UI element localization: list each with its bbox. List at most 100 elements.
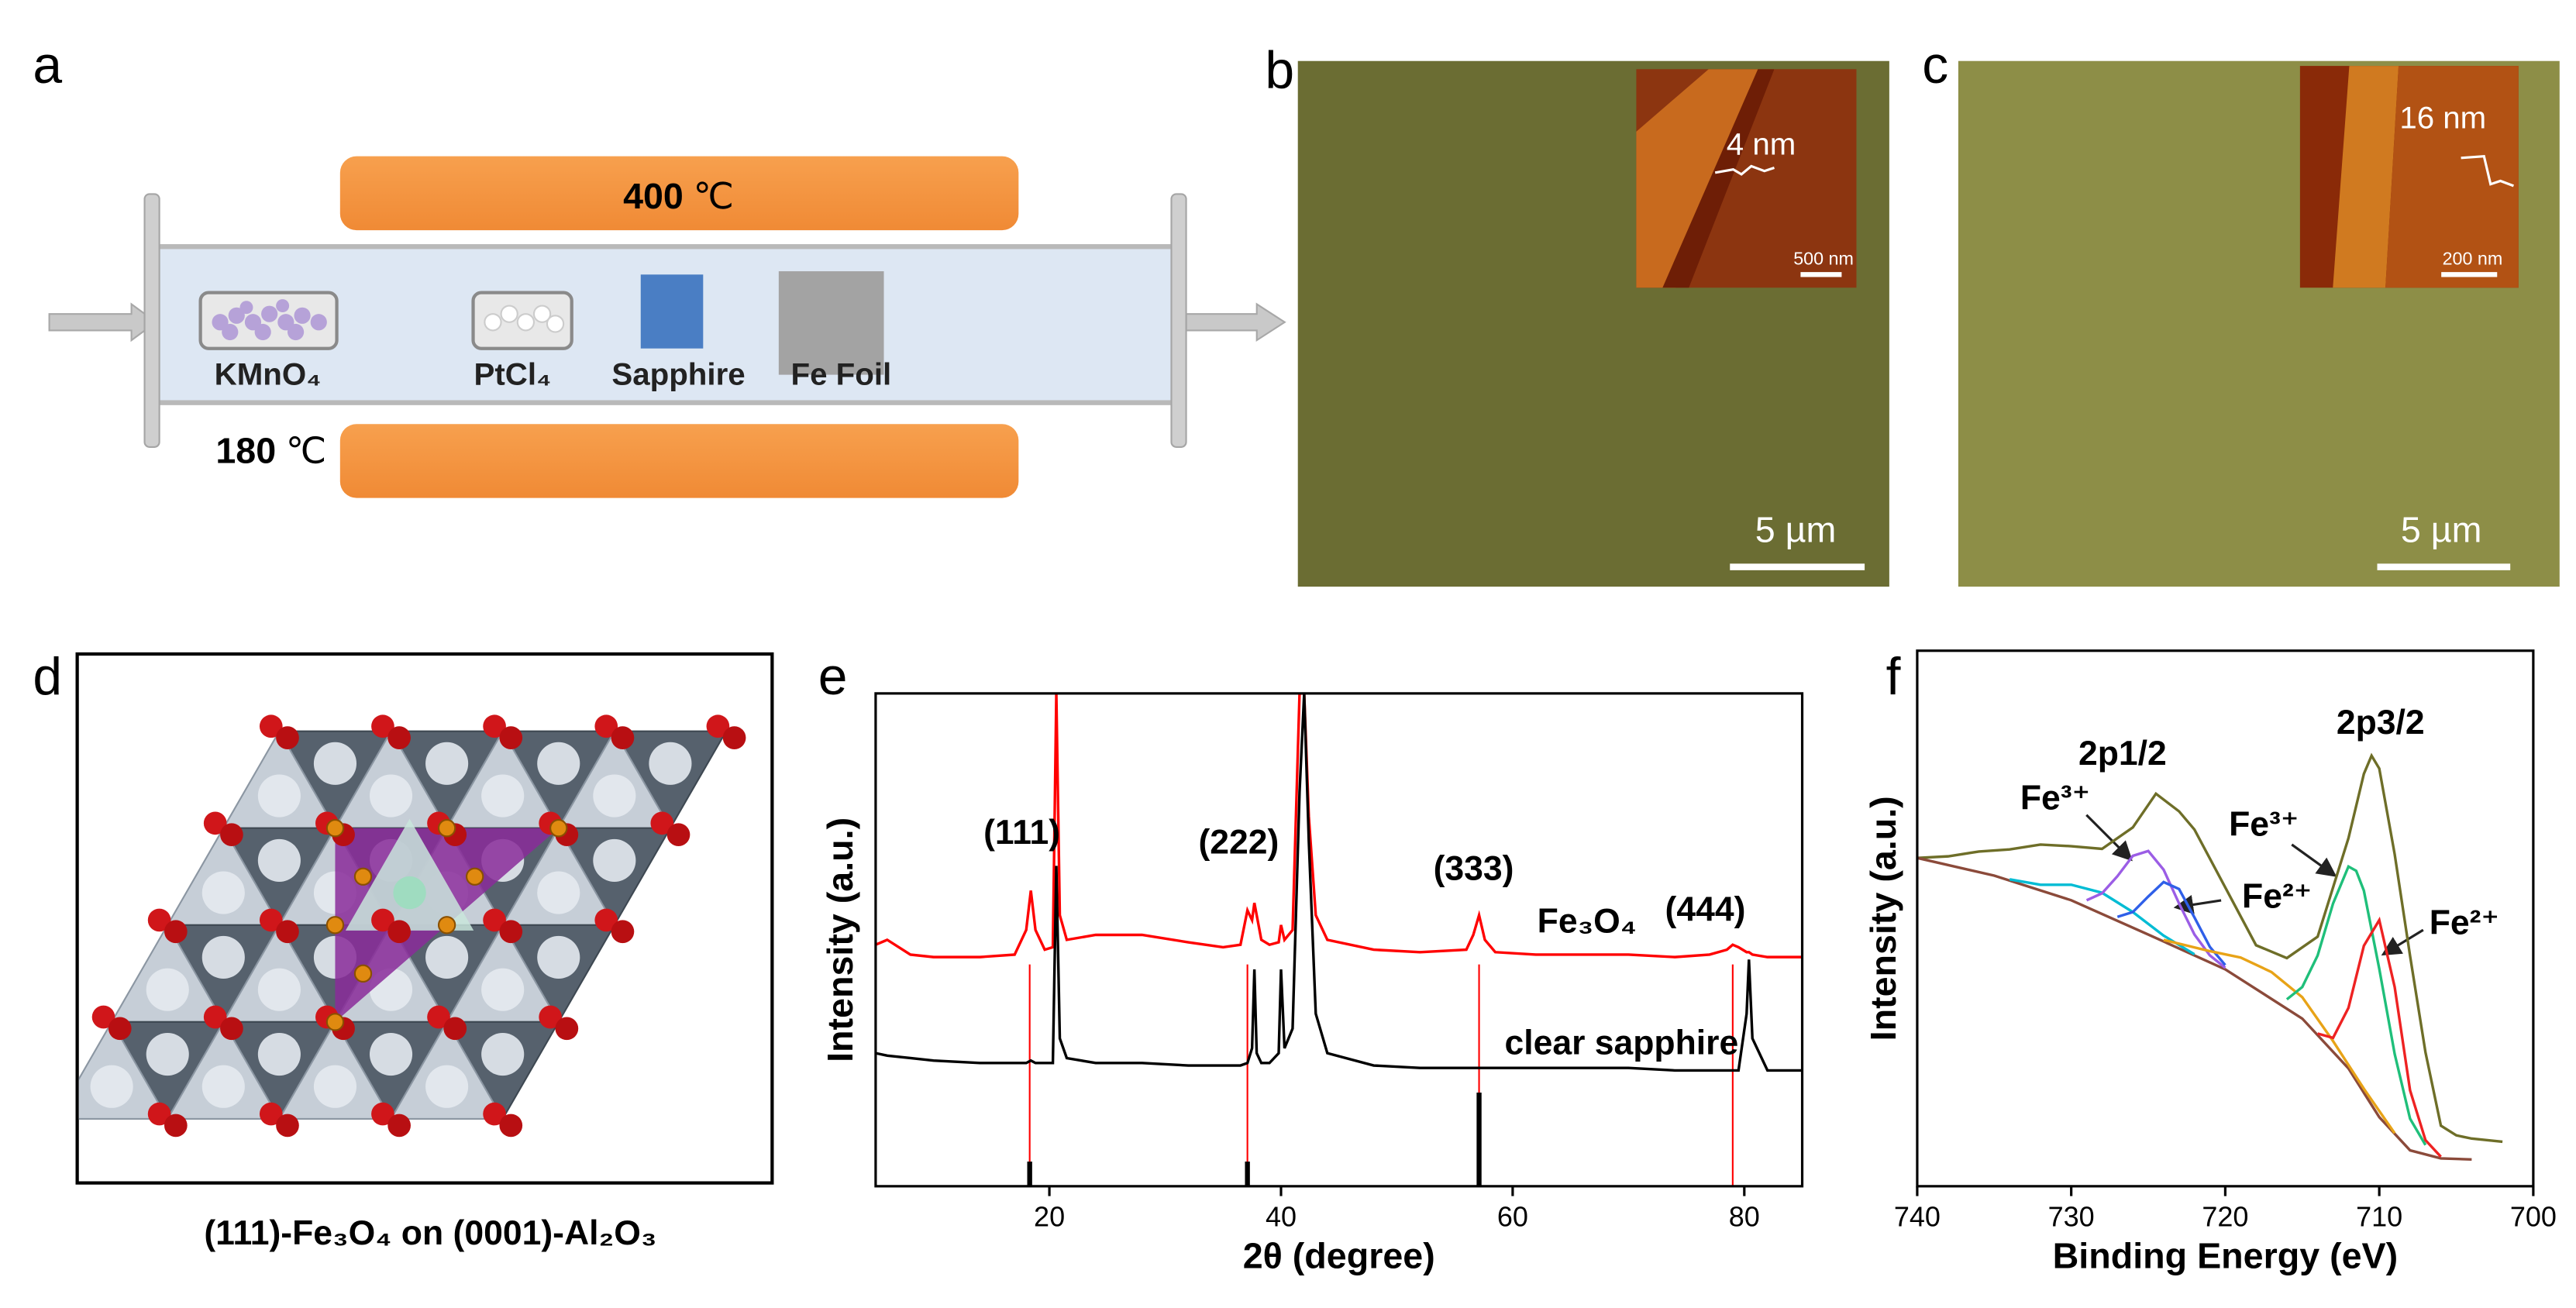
fe-atom [353,867,373,886]
fe-layer [345,818,474,931]
o-atom [371,1102,394,1126]
annotation: Fe²⁺ [2430,904,2499,942]
o-atom [259,714,283,738]
annotation: Fe³⁺ [2020,779,2090,817]
o-atom [53,1114,76,1138]
reference-peak [1245,1162,1250,1186]
fe-atom [465,867,484,886]
al-atom [537,935,580,979]
heater-temperature: 180 ℃ [215,431,326,471]
data-line [2116,880,2226,966]
y-axis-label: Intensity (a.u.) [1863,796,1903,1041]
al-atom [649,742,692,785]
al-atom [369,1032,413,1076]
o-atom [220,823,243,847]
temperature-unit: ℃ [694,176,734,216]
al-atom [593,774,636,818]
reference-peak [1027,1162,1032,1186]
x-axis-label: Binding Energy (eV) [2053,1235,2399,1275]
panel-label: b [1265,42,1294,100]
o-atom [147,1102,171,1126]
x-tick-label: 60 [1497,1201,1528,1233]
al-atom [313,742,357,785]
al-atom [201,1065,245,1108]
al-atom [257,968,301,1011]
o-atom [611,726,635,749]
o-atom [387,1114,411,1138]
structure-caption: (111)-Fe₃O₄ on (0001)-Al₂O₃ [204,1214,656,1252]
crystal-structure [36,714,746,1138]
temperature-value: 180 [215,431,276,471]
data-line [875,693,1803,1072]
al-atom [593,838,636,882]
al-atom [257,1032,301,1076]
fe-atom [549,819,568,838]
scale-bar-label: 5 µm [1755,509,1837,549]
o-atom [147,908,171,932]
item-label: Fe Foil [791,356,892,391]
o-atom [650,811,674,835]
o-atom [483,908,506,932]
o-atom [36,1103,60,1126]
panel-label: c [1922,36,1948,95]
temperature-unit: ℃ [286,431,326,471]
fe-atom [325,916,345,935]
o-atom [164,1114,188,1138]
item-label: Sapphire [611,356,745,391]
o-atom [499,726,523,749]
data-line [2285,864,2427,1146]
o-atom [443,1017,467,1041]
x-tick-label: 710 [2356,1201,2402,1233]
data-line [2163,938,2396,1134]
x-tick-label: 40 [1266,1201,1297,1233]
data-line [2085,849,2226,969]
item-label: KMnO₄ [215,356,322,391]
o-atom [108,1017,132,1041]
x-tick-label: 740 [1894,1201,1941,1233]
o-atom [276,1114,299,1138]
o-atom [706,714,730,738]
annotation: 2p1/2 [2078,735,2167,773]
heater-temperature: 400 ℃ [623,176,734,216]
fe-atom [325,1013,345,1031]
panel-label: d [33,648,62,706]
o-atom [483,1102,506,1126]
furnace-diagram [48,156,1286,498]
fe-atom [437,916,456,935]
al-atom [146,1032,189,1076]
o-atom [164,920,188,944]
x-axis-label: 2θ (degree) [1243,1235,1435,1275]
data-line [2317,916,2442,1158]
data-line [1917,856,2472,1161]
annotation: 2p3/2 [2337,704,2425,742]
annotation-arrows [2085,814,2424,956]
x-tick-label: 720 [2202,1201,2248,1233]
al-atom [90,1065,133,1108]
x-tick-label: 730 [2048,1201,2095,1233]
temperature-value: 400 [623,176,684,216]
item-label: PtCl₄ [474,356,552,391]
center-atom [393,876,426,910]
scale-bar-label: 5 µm [2401,509,2482,549]
annotation: clear sapphire [1504,1024,1738,1062]
o-atom [371,714,394,738]
y-axis-label: Intensity (a.u.) [820,818,860,1062]
al-atom [257,838,301,882]
o-atom [666,823,690,847]
annotation: (111) [983,814,1060,852]
al-atom [425,935,469,979]
o-atom [611,920,635,944]
x-tick-label: 700 [2510,1201,2557,1233]
inset-height-label: 16 nm [2399,101,2486,136]
al-atom [146,968,189,1011]
annotation: Fe₃O₄ [1538,902,1637,940]
al-atom [425,1065,469,1108]
fe-atom [353,964,373,983]
annotation: (222) [1198,824,1279,862]
inset-height-label: 4 nm [1727,127,1796,162]
al-atom [425,742,469,785]
al-atom [481,1032,525,1076]
o-atom [427,1005,450,1029]
